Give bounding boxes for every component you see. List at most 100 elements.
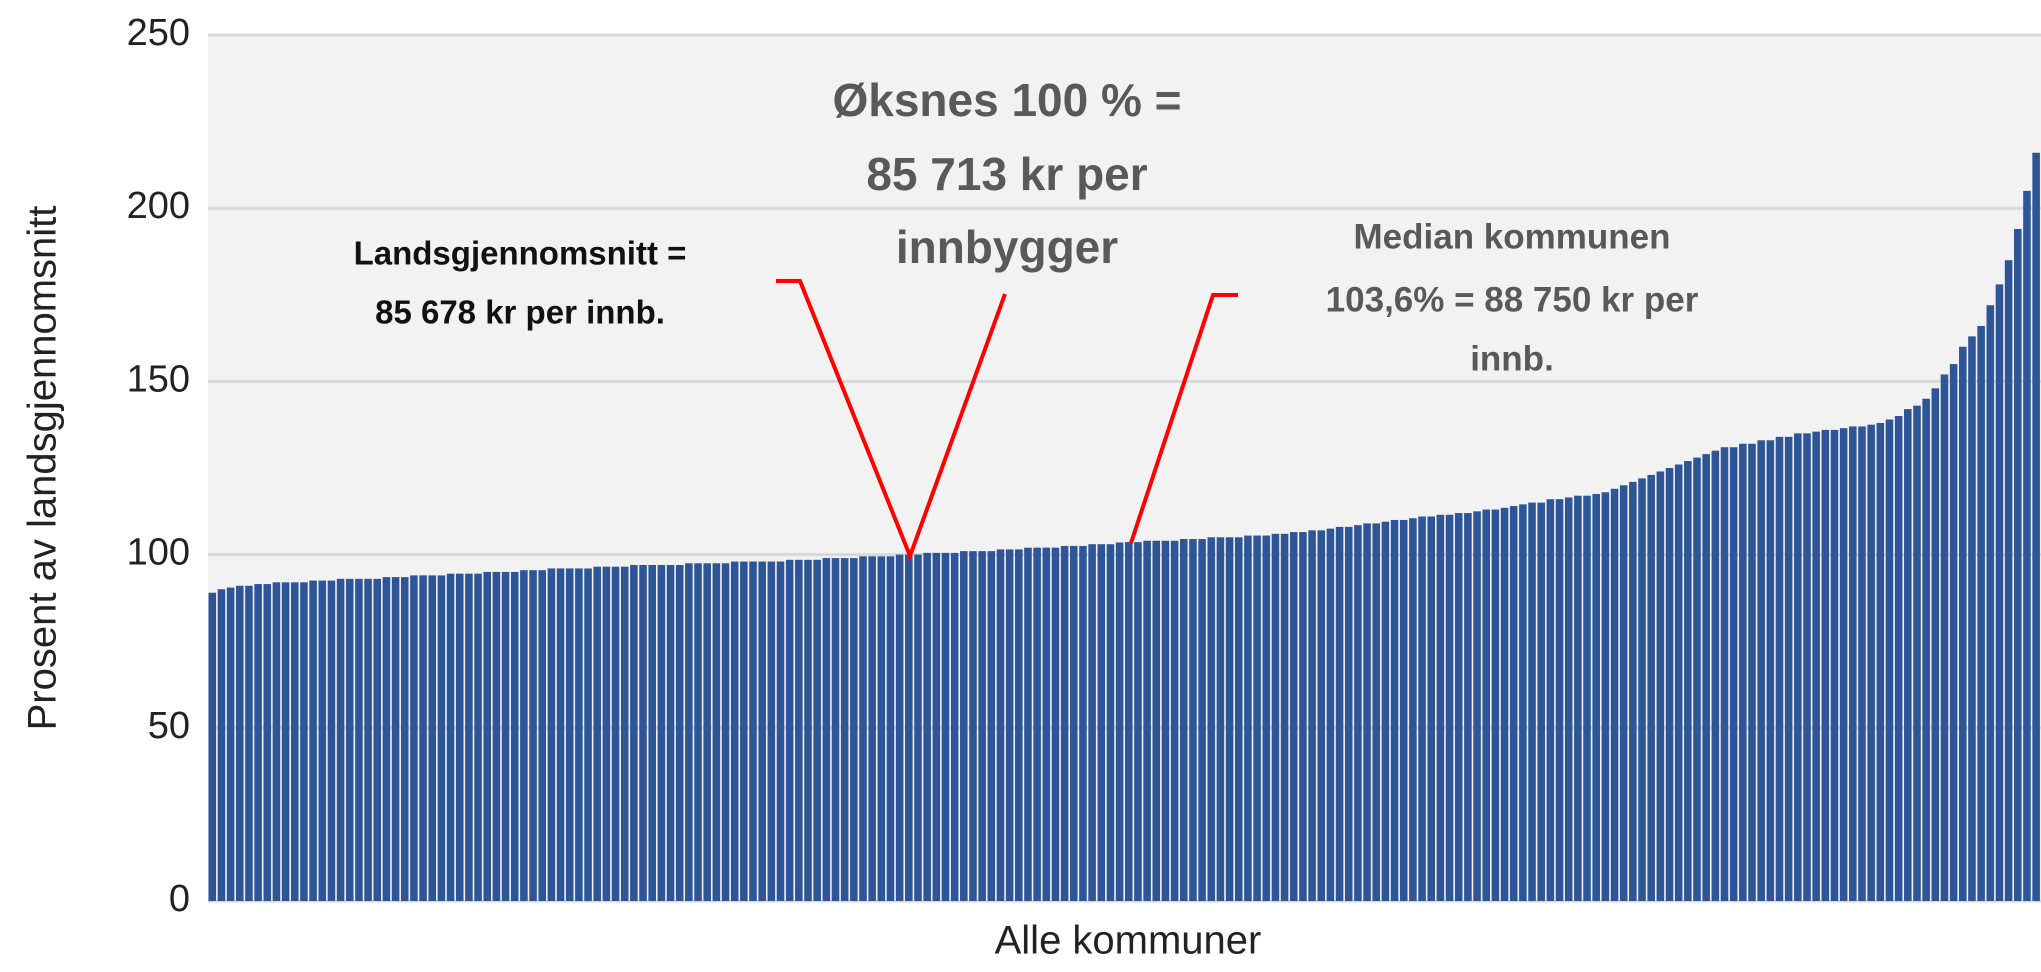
bar [1024,547,1032,901]
bar [428,575,437,901]
bar [1949,364,1958,902]
bar [1042,547,1051,901]
bar [1363,523,1371,901]
bar [373,578,382,901]
bar [905,554,913,901]
bar [400,577,409,901]
bar [290,582,299,901]
bar [1784,436,1793,901]
bar [446,573,455,901]
bar [1647,474,1655,901]
bar [1299,532,1307,901]
bar [1876,422,1885,901]
bar [1125,542,1133,901]
bar [1179,539,1188,901]
bar [1225,537,1234,901]
bar [1684,461,1692,901]
bar [1546,499,1555,901]
bar [712,563,721,901]
bar [1134,542,1142,901]
bar [1354,525,1362,901]
bar [1152,540,1161,901]
bar [749,561,757,901]
bar [1253,535,1261,901]
bar [2014,228,2022,901]
bar [501,571,510,901]
bar [1372,523,1381,901]
bar [1757,440,1765,901]
callout-line [776,279,1007,562]
bar [675,564,684,901]
bar [1555,499,1564,901]
bar [1610,488,1619,901]
bar [1454,513,1463,901]
bar [575,568,583,901]
bar [1959,346,1967,901]
bar [987,551,996,901]
bar [1968,336,1976,901]
bar [1803,433,1811,901]
annotation: Landsgjennomsnitt = [354,235,687,272]
bar [1729,447,1738,901]
bar [1015,549,1023,901]
bar [1473,511,1481,901]
bar [1097,544,1106,901]
bar [886,556,895,901]
bar [1088,544,1096,901]
bar [1381,521,1390,901]
bar [1482,509,1490,901]
bar [1830,429,1839,901]
bars [208,152,2040,902]
bar [941,552,950,901]
bar [1766,440,1775,901]
bar [1464,513,1472,901]
bar [850,558,858,901]
callout-line [1129,293,1238,544]
bar [1033,547,1041,901]
bar [694,563,702,901]
y-tick-label: 0 [169,878,190,920]
bar [1143,540,1151,901]
bar [1390,519,1399,901]
bar [235,585,244,901]
y-tick-label: 150 [127,358,190,400]
bar [1500,507,1509,901]
bar [1693,457,1701,901]
bar [2004,260,2013,901]
bar [620,566,629,901]
bar [758,561,766,901]
bar [529,570,537,901]
bar [978,551,986,901]
bar [1940,374,1949,901]
bar [1583,495,1591,901]
bar [2032,152,2040,901]
bar [474,573,482,901]
annotation: Øksnes 100 % = [832,74,1181,126]
bar [510,571,519,901]
bar [1161,540,1170,901]
bar [1491,509,1500,901]
bar [804,559,812,901]
bar [254,584,262,901]
bar [1509,506,1518,901]
bar [1977,325,1985,901]
bar [318,580,327,901]
bar [1867,424,1875,901]
bar [923,552,931,901]
bar [1436,514,1445,901]
bar [1986,305,1995,901]
bar [1189,539,1197,901]
bar [593,566,601,901]
bar [1592,493,1600,901]
bar [813,559,821,901]
bar [538,570,547,901]
bar [1794,433,1802,901]
bar [611,566,620,901]
bar [1115,542,1124,901]
bar [1262,535,1271,901]
bar [740,561,748,901]
bar [1858,426,1866,901]
bar [1335,526,1344,901]
bar [272,582,281,901]
bar [556,568,565,901]
